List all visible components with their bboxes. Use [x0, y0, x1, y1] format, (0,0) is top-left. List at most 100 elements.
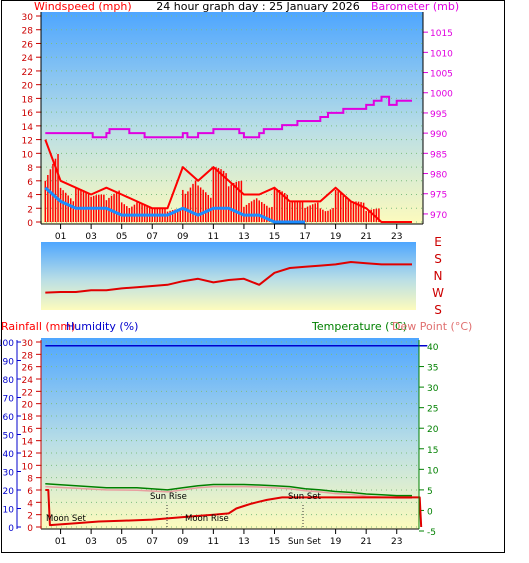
- wind-tick-label: 26: [22, 40, 34, 50]
- hour-tick-label: 19: [330, 537, 342, 547]
- wind-tick-label: 14: [22, 123, 34, 133]
- rain-tick-label: 0: [27, 524, 33, 534]
- temperature-tick-label: 15: [427, 446, 438, 456]
- hour-tick-label: 05: [116, 537, 127, 547]
- hour-tick-label: 13: [238, 537, 249, 547]
- data-marks: [44, 95, 428, 528]
- dewpoint-line: [45, 485, 412, 499]
- rain-tick-label: 6: [27, 487, 33, 497]
- humidity-tick-label: 100: [0, 339, 14, 349]
- hour-tick-label: 07: [147, 232, 158, 242]
- hour-tick-label: 09: [177, 232, 189, 242]
- sun-moon-label: Sun Set: [288, 537, 321, 547]
- wind-panel-axes: 0246810121416182022242628309709759809859…: [22, 13, 454, 242]
- wind-tick-label: 10: [22, 150, 34, 160]
- dewpoint-axis-label: Dew Point (°C): [392, 320, 472, 333]
- rain-tick-label: 28: [22, 351, 34, 361]
- hour-tick-label: 15: [269, 537, 280, 547]
- rainfall-axis-label: Rainfall (mm): [1, 320, 75, 333]
- wind-tick-label: 30: [22, 13, 34, 23]
- barometer-tick-label: 990: [430, 130, 447, 140]
- sun-moon-label: Sun Rise: [150, 492, 187, 502]
- wind-tick-label: 24: [22, 54, 34, 64]
- wind-tick-label: 4: [27, 192, 33, 202]
- temperature-axis-label: Temperature (°C): [311, 320, 407, 333]
- sun-moon-label: Sun Set: [288, 492, 321, 502]
- barometer-tick-label: 1010: [430, 49, 453, 59]
- temperature-tick-label: 10: [427, 466, 439, 476]
- rain-tick-label: 18: [22, 413, 34, 423]
- rain-tick-label: 8: [27, 475, 33, 485]
- temperature-tick-label: 25: [427, 405, 438, 415]
- hour-tick-label: 01: [55, 537, 66, 547]
- humidity-tick-label: 80: [3, 376, 15, 386]
- wind-axis-label: Windspeed (mph): [34, 0, 132, 13]
- barometer-tick-label: 1015: [430, 29, 453, 39]
- hour-tick-label: 15: [269, 232, 280, 242]
- hour-tick-label: 05: [116, 232, 127, 242]
- temperature-line: [45, 482, 412, 497]
- wind-gust-line: [44, 139, 412, 223]
- barometer-tick-label: 1005: [430, 70, 453, 80]
- direction-label: W: [432, 286, 444, 300]
- humidity-axis-label: Humidity (%): [66, 320, 138, 333]
- direction-label: N: [434, 269, 443, 283]
- wind-panel-grid: [41, 15, 423, 223]
- humidity-tick-label: 50: [3, 432, 15, 442]
- wind-tick-label: 28: [22, 27, 34, 37]
- humidity-tick-label: 0: [8, 524, 14, 534]
- hour-tick-label: 01: [55, 232, 66, 242]
- humidity-tick-label: 10: [3, 506, 15, 516]
- chart-title: 24 hour graph day : 25 January 2026: [156, 0, 360, 13]
- temperature-tick-label: 20: [427, 425, 439, 435]
- humidity-tick-label: 40: [3, 450, 15, 460]
- wind-tick-label: 6: [27, 178, 33, 188]
- humidity-tick-label: 30: [3, 469, 15, 479]
- rain-tick-label: 4: [27, 499, 33, 509]
- sun-moon-annotations: Moon Set Sun Rise Moon Rise Sun Set Sun Set: [46, 492, 321, 547]
- sun-moon-label: Moon Set: [46, 514, 86, 524]
- rainfall-line: [45, 489, 423, 528]
- humidity-tick-label: 90: [3, 358, 15, 368]
- direction-label: S: [434, 252, 442, 266]
- rain-tick-label: 14: [22, 438, 34, 448]
- wind-tick-label: 22: [22, 68, 33, 78]
- wind-tick-label: 8: [27, 164, 33, 174]
- wind-tick-label: 16: [22, 109, 34, 119]
- direction-label: S: [434, 303, 442, 317]
- rain-tick-label: 2: [27, 512, 33, 522]
- hour-tick-label: 23: [391, 232, 402, 242]
- rain-tick-label: 16: [22, 425, 34, 435]
- humidity-tick-label: 60: [3, 413, 15, 423]
- temperature-tick-label: 0: [427, 507, 433, 517]
- hour-tick-label: 07: [147, 537, 158, 547]
- temperature-tick-label: -5: [427, 528, 436, 538]
- wind-average-line: [44, 186, 306, 224]
- humidity-tick-label: 70: [3, 395, 15, 405]
- direction-panel-background: [41, 242, 416, 310]
- wind-tick-label: 18: [22, 95, 34, 105]
- hour-tick-label: 03: [85, 537, 96, 547]
- temp-panel-background: [41, 338, 419, 529]
- barometer-tick-label: 1000: [430, 90, 453, 100]
- rain-tick-label: 26: [22, 364, 34, 374]
- hour-tick-label: 23: [391, 537, 402, 547]
- rain-tick-label: 12: [22, 450, 33, 460]
- wind-tick-label: 0: [27, 219, 33, 229]
- temperature-tick-label: 35: [427, 364, 438, 374]
- rain-tick-label: 24: [22, 376, 34, 386]
- hour-tick-label: 03: [85, 232, 96, 242]
- hour-tick-label: 21: [360, 537, 371, 547]
- sun-moon-label: Moon Rise: [185, 514, 229, 524]
- hour-tick-label: 13: [238, 232, 249, 242]
- barometer-tick-label: 970: [430, 211, 447, 221]
- barometer-tick-label: 995: [430, 110, 447, 120]
- barometer-tick-label: 975: [430, 191, 447, 201]
- barometer-tick-label: 985: [430, 150, 447, 160]
- barometer-axis-label: Barometer (mb): [371, 0, 459, 13]
- humidity-tick-label: 20: [3, 487, 15, 497]
- temperature-tick-label: 30: [427, 384, 439, 394]
- hour-tick-label: 11: [208, 232, 219, 242]
- rain-tick-label: 22: [22, 388, 33, 398]
